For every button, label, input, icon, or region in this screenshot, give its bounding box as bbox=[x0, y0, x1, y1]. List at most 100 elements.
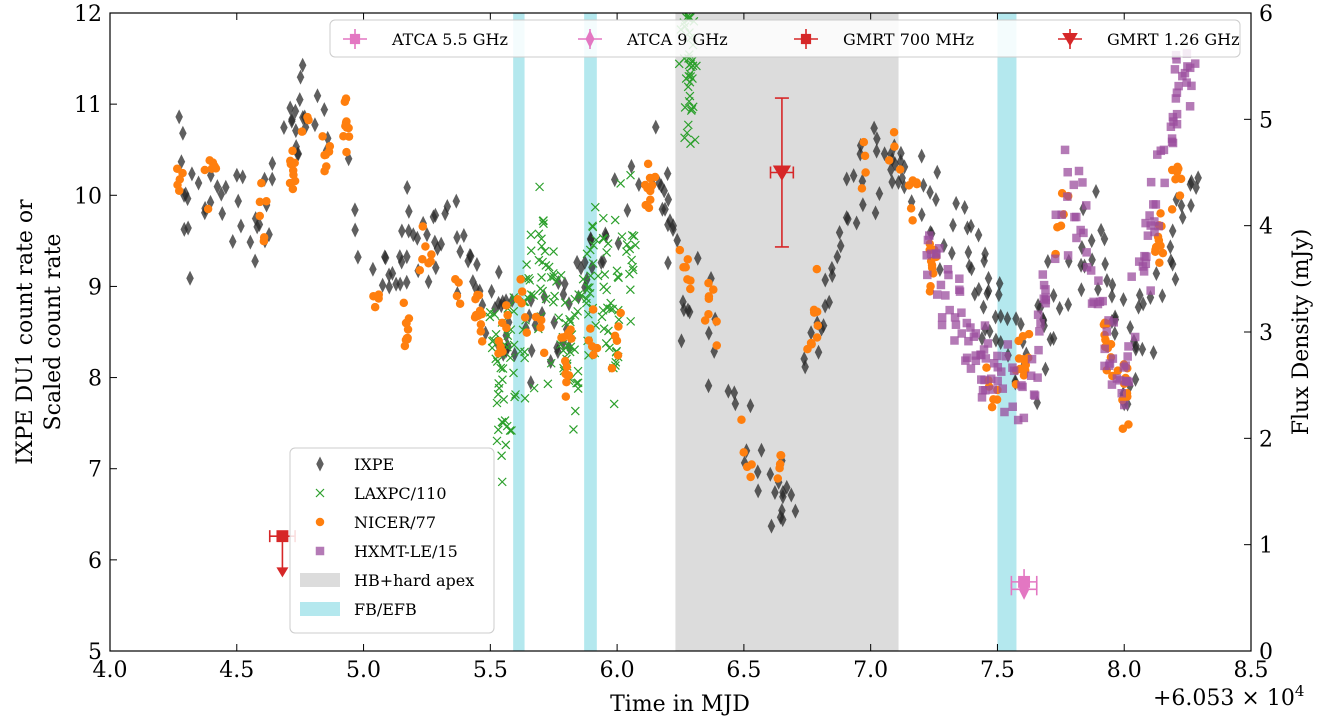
hxmt-le-15-point bbox=[1172, 119, 1182, 129]
ixpe-point bbox=[217, 186, 226, 202]
laxpc-110-point bbox=[529, 383, 539, 393]
nicer-77-point bbox=[172, 164, 182, 173]
nicer-77-point bbox=[288, 146, 297, 156]
atca-9-ghz-legend-marker bbox=[585, 30, 595, 48]
laxpc-110-point bbox=[588, 259, 598, 268]
ixpe-point bbox=[611, 172, 619, 188]
laxpc-110-point bbox=[627, 230, 637, 240]
y-tick-label-left: 12 bbox=[74, 2, 102, 27]
ixpe-point bbox=[983, 286, 992, 302]
x-tick-label: 7.5 bbox=[980, 658, 1015, 683]
laxpc-110-point bbox=[537, 241, 547, 251]
hxmt-le-15-point bbox=[1033, 310, 1043, 319]
nicer-77-point bbox=[1155, 258, 1164, 267]
hxmt-le-15-point bbox=[1074, 166, 1084, 176]
hxmt-le-15-point bbox=[1154, 221, 1164, 231]
laxpc-110-point bbox=[560, 298, 570, 307]
hxmt-le-15-point bbox=[962, 318, 972, 328]
ixpe-point bbox=[1064, 297, 1072, 313]
laxpc-110-point bbox=[485, 307, 495, 317]
laxpc-110-point bbox=[629, 231, 639, 241]
ixpe-point bbox=[229, 234, 237, 250]
ixpe-point bbox=[1097, 222, 1105, 238]
nicer-77-point bbox=[746, 472, 755, 482]
laxpc-110-point bbox=[493, 425, 503, 435]
ixpe-point bbox=[932, 192, 940, 208]
laxpc-110-point bbox=[626, 316, 636, 326]
laxpc-110-point bbox=[520, 393, 530, 403]
laxpc-110-point bbox=[535, 182, 544, 192]
nicer-77-point bbox=[303, 112, 312, 122]
nicer-77-point bbox=[704, 309, 713, 319]
ixpe-point bbox=[842, 210, 851, 226]
laxpc-110-point bbox=[546, 272, 556, 282]
nicer-77-point bbox=[402, 334, 412, 343]
hxmt-le-15-point bbox=[993, 351, 1002, 361]
laxpc-110-point bbox=[602, 285, 612, 295]
laxpc-110-point bbox=[589, 240, 598, 250]
ixpe-point bbox=[1138, 341, 1147, 357]
hxmt-le-15-point bbox=[1060, 145, 1070, 155]
ixpe-point bbox=[979, 299, 988, 315]
laxpc-110-point bbox=[604, 343, 614, 353]
ixpe-point bbox=[354, 249, 362, 265]
nicer-77-point bbox=[809, 308, 819, 317]
ixpe-point bbox=[991, 309, 1000, 325]
ixpe-point bbox=[807, 325, 815, 341]
ixpe-point bbox=[1100, 231, 1109, 247]
nicer-77-point bbox=[455, 299, 465, 309]
nicer-77-point bbox=[566, 325, 575, 334]
laxpc-110-point bbox=[573, 378, 583, 388]
nicer-77-point bbox=[1171, 174, 1180, 184]
laxpc-110-point bbox=[688, 102, 698, 112]
nicer-77-point bbox=[1053, 223, 1062, 232]
x-tick-label: 5.5 bbox=[473, 658, 508, 683]
laxpc-110-point bbox=[604, 326, 613, 336]
laxpc-110-point bbox=[539, 216, 548, 225]
legend-bottom-item-laxpc-110: LAXPC/110 bbox=[315, 484, 447, 503]
nicer-77-point bbox=[531, 312, 541, 322]
laxpc-110-point bbox=[558, 346, 568, 355]
laxpc-110-point bbox=[574, 290, 584, 299]
ixpe-point bbox=[423, 227, 431, 243]
hxmt-le-15-point bbox=[932, 290, 942, 299]
laxpc-110-point bbox=[606, 298, 616, 308]
hxmt-le-15-point bbox=[1168, 138, 1178, 148]
hxmt-le-15-point bbox=[951, 320, 961, 329]
hxmt-le-15-point bbox=[1142, 252, 1151, 261]
hxmt-le-15-point bbox=[1138, 262, 1148, 271]
hxmt-le-15-point bbox=[1171, 94, 1181, 103]
laxpc-110-point bbox=[628, 265, 638, 275]
nicer-77-legend-marker bbox=[315, 517, 325, 527]
hxmt-le-15-legend-marker bbox=[315, 546, 325, 556]
ixpe-point bbox=[311, 117, 319, 133]
ixpe-point bbox=[251, 253, 259, 269]
ixpe-point bbox=[771, 484, 779, 500]
nicer-77-point bbox=[641, 200, 650, 210]
ixpe-point bbox=[971, 286, 979, 302]
nicer-77-point bbox=[560, 356, 570, 366]
hxmt-le-15-point bbox=[986, 374, 996, 384]
y-tick-label-left: 6 bbox=[88, 549, 102, 574]
ixpe-point bbox=[778, 512, 787, 528]
hxmt-le-15-point bbox=[934, 244, 944, 253]
hxmt-le-15-point bbox=[1150, 217, 1159, 226]
y-tick-label-left: 8 bbox=[88, 367, 102, 392]
laxpc-110-point bbox=[598, 213, 608, 223]
laxpc-110-point bbox=[583, 283, 593, 292]
ixpe-point bbox=[778, 503, 786, 519]
legend-top-item-gmrt-1-26-ghz: GMRT 1.26 GHz bbox=[1058, 29, 1240, 49]
nicer-77-point bbox=[477, 337, 487, 346]
legend-bottom-label: FB/EFB bbox=[354, 600, 417, 619]
ixpe-point bbox=[936, 262, 944, 278]
nicer-77-point bbox=[989, 395, 998, 404]
laxpc-110-point bbox=[625, 244, 635, 254]
laxpc-110-point bbox=[572, 378, 582, 388]
legend-top-box bbox=[329, 19, 1241, 58]
nicer-77-point bbox=[517, 287, 527, 296]
ixpe-point bbox=[1131, 371, 1140, 387]
ixpe-point bbox=[388, 265, 397, 281]
legend-bottom-item-fb-efb: FB/EFB bbox=[300, 600, 417, 619]
nicer-77-point bbox=[712, 317, 721, 326]
hxmt-le-15-point bbox=[981, 354, 991, 363]
